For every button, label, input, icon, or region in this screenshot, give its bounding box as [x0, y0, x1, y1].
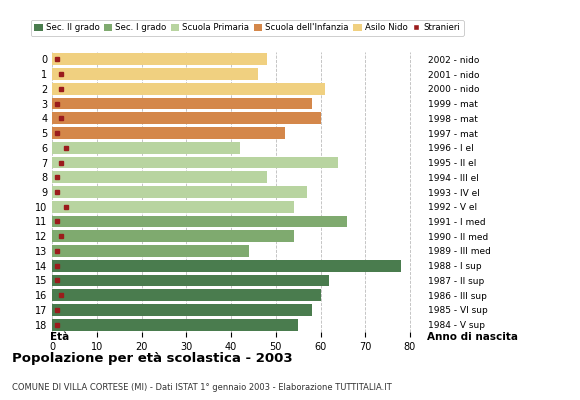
Bar [52, 83, 325, 95]
Bar [52, 230, 293, 242]
Text: COMUNE DI VILLA CORTESE (MI) - Dati ISTAT 1° gennaio 2003 - Elaborazione TUTTITA: COMUNE DI VILLA CORTESE (MI) - Dati ISTA… [12, 383, 392, 392]
Bar [52, 98, 311, 110]
Bar [52, 319, 298, 330]
Bar [52, 171, 267, 183]
Bar [52, 68, 258, 80]
Bar [52, 54, 267, 65]
Text: Età: Età [50, 332, 69, 342]
Bar [52, 112, 321, 124]
Bar [52, 142, 240, 154]
Bar [52, 201, 293, 213]
Bar [52, 260, 401, 272]
Bar [52, 186, 307, 198]
Bar [52, 216, 347, 227]
Bar [52, 157, 338, 168]
Text: Anno di nascita: Anno di nascita [427, 332, 518, 342]
Bar [52, 274, 329, 286]
Bar [52, 245, 249, 257]
Legend: Sec. II grado, Sec. I grado, Scuola Primaria, Scuola dell'Infanzia, Asilo Nido, : Sec. II grado, Sec. I grado, Scuola Prim… [31, 20, 463, 36]
Text: Popolazione per età scolastica - 2003: Popolazione per età scolastica - 2003 [12, 352, 292, 365]
Bar [52, 304, 311, 316]
Bar [52, 289, 321, 301]
Bar [52, 127, 285, 139]
